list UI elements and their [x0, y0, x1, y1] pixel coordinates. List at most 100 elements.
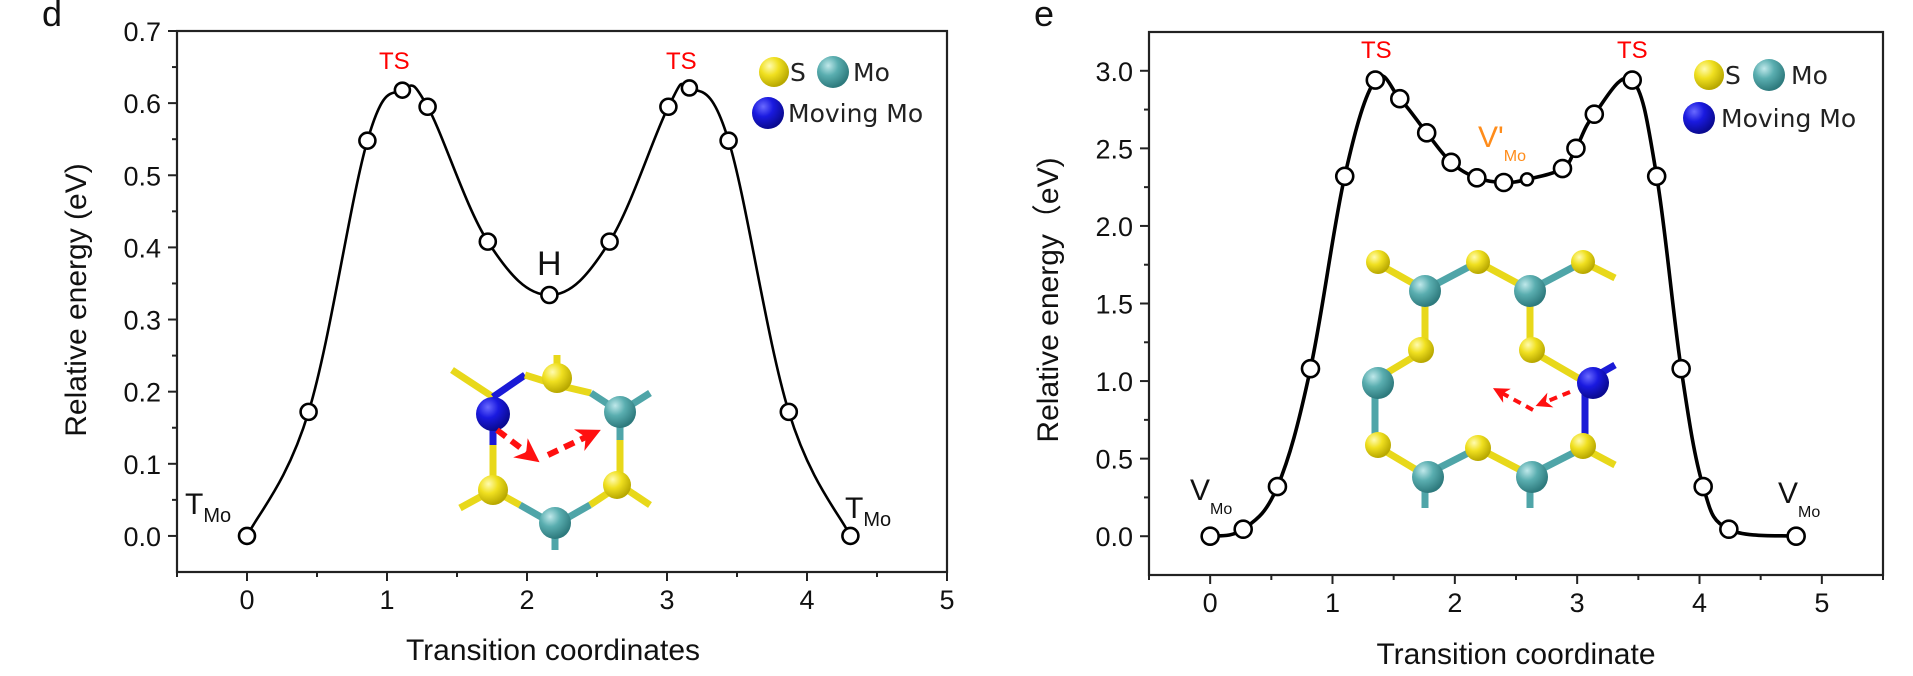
- y-tick-label: 0.7: [123, 17, 161, 47]
- legend-label-moving-mo: Moving Mo: [788, 99, 923, 128]
- panel-e-plot-area: [1200, 70, 1806, 547]
- migration-arrow: [1535, 390, 1571, 408]
- moving-mo-atom: [1577, 367, 1609, 399]
- x-axis-title: Transition coordinates: [406, 634, 700, 667]
- x-tick-label: 3: [1570, 588, 1585, 618]
- transition-state-point: [393, 81, 412, 99]
- legend-label-mo: Mo: [1791, 61, 1828, 90]
- data-point: [1566, 138, 1586, 159]
- y-tick-label: 0.1: [123, 450, 161, 480]
- panel-d-inset-structure: [450, 355, 652, 550]
- y-tick-label: 2.0: [1095, 212, 1133, 242]
- data-point: [1467, 168, 1487, 188]
- legend-label-s: S: [1725, 61, 1741, 90]
- data-point: [1552, 158, 1573, 179]
- data-point: [1646, 166, 1667, 187]
- sulfur-atom: [603, 471, 631, 499]
- x-tick-label: 4: [799, 585, 814, 615]
- y-tick-label: 0.3: [123, 306, 161, 336]
- data-point: [478, 232, 498, 251]
- x-tick-label: 4: [1692, 588, 1707, 618]
- x-axis-title: Transition coordinate: [1376, 638, 1655, 671]
- transition-state-point: [1622, 70, 1643, 90]
- transition-state-point: [680, 79, 699, 97]
- data-point: [1416, 123, 1437, 143]
- data-point: [719, 131, 738, 150]
- mo-atom: [1516, 461, 1548, 493]
- mo-atom: [1514, 275, 1546, 307]
- legend-mo-icon: [817, 56, 849, 88]
- legend-mo-icon: [1753, 59, 1785, 91]
- data-point: [237, 526, 257, 546]
- y-tick-label: 0.6: [123, 89, 161, 119]
- plot-frame: [175, 29, 949, 574]
- end-state-label: VMo: [1778, 477, 1820, 521]
- y-tick-label: 1.0: [1095, 367, 1133, 397]
- panel-d: d 0 1 2 3 4 5 0.0 0.1 0.2 0.3 0.4 0.5 0.6 0.7: [42, 0, 955, 667]
- data-point: [1693, 476, 1713, 497]
- y-tick-label: 0.0: [1095, 522, 1133, 552]
- intermediate-state-point: [1493, 172, 1514, 193]
- transition-state-point: [1365, 70, 1386, 90]
- data-point: [1200, 526, 1220, 547]
- y-tick-label: 1.5: [1095, 290, 1133, 320]
- start-state-label: TMo: [185, 488, 231, 527]
- data-point: [1671, 358, 1691, 379]
- sulfur-atom: [1365, 432, 1391, 458]
- y-tick-label: 3.0: [1095, 57, 1133, 87]
- panel-label-d: d: [42, 0, 62, 34]
- data-point: [1389, 88, 1410, 109]
- sulfur-atom: [1465, 435, 1491, 461]
- data-point: [1334, 166, 1355, 187]
- legend-label-s: S: [790, 58, 806, 87]
- sulfur-atom: [1466, 250, 1490, 274]
- sulfur-atom: [542, 363, 572, 393]
- data-point: [1267, 476, 1288, 497]
- legend-moving-mo-icon: [752, 97, 784, 129]
- y-tick-label: 0.2: [123, 378, 161, 408]
- bond: [491, 372, 527, 400]
- sulfur-atom: [1408, 337, 1434, 363]
- migration-arrow: [1492, 388, 1534, 412]
- x-tick-label: 0: [1203, 588, 1218, 618]
- data-point: [299, 402, 318, 422]
- moving-mo-atom: [476, 397, 510, 431]
- sulfur-atom: [1571, 250, 1595, 274]
- y-tick-label: 2.5: [1095, 134, 1133, 164]
- mo-atom: [1409, 275, 1441, 307]
- x-tick-label: 2: [519, 585, 534, 615]
- y-tick-label: 0.5: [123, 161, 161, 191]
- x-tick-label: 3: [659, 585, 674, 615]
- data-point: [1584, 104, 1605, 125]
- data-point: [779, 402, 799, 422]
- ts-label: TS: [666, 48, 697, 75]
- y-tick-label: 0.5: [1095, 445, 1133, 475]
- sulfur-atom: [1519, 337, 1545, 363]
- panel-e-inset-structure: [1362, 250, 1617, 508]
- x-tick-label: 5: [939, 585, 954, 615]
- data-point: [540, 285, 559, 305]
- ts-label: TS: [1361, 37, 1392, 64]
- panel-d-plot-area: [237, 79, 860, 546]
- legend-moving-mo-icon: [1683, 102, 1715, 134]
- y-axis-title: Relative energy（eV): [1032, 157, 1065, 442]
- sulfur-atom: [1366, 250, 1390, 274]
- legend-sulfur-icon: [1694, 60, 1724, 90]
- legend-label-moving-mo: Moving Mo: [1721, 104, 1856, 133]
- migration-arrow: [495, 427, 540, 463]
- data-point: [659, 97, 678, 117]
- x-tick-label: 1: [379, 585, 394, 615]
- data-point: [1233, 519, 1253, 540]
- mo-atom: [1412, 461, 1444, 493]
- x-tick-label: 1: [1325, 588, 1340, 618]
- panel-e: e 0 1 2 3 4 5 0.0 0.5 1.0 1.5 2.0 2.5 3.0: [1032, 0, 1885, 671]
- mo-atom: [604, 396, 636, 428]
- h-site-label: H: [537, 245, 562, 283]
- mo-atom: [1362, 367, 1394, 399]
- end-state-label: TMo: [845, 492, 891, 531]
- sulfur-atom: [478, 475, 508, 505]
- mo-atom: [539, 507, 571, 539]
- legend-sulfur-icon: [759, 57, 789, 87]
- panel-label-e: e: [1034, 0, 1054, 34]
